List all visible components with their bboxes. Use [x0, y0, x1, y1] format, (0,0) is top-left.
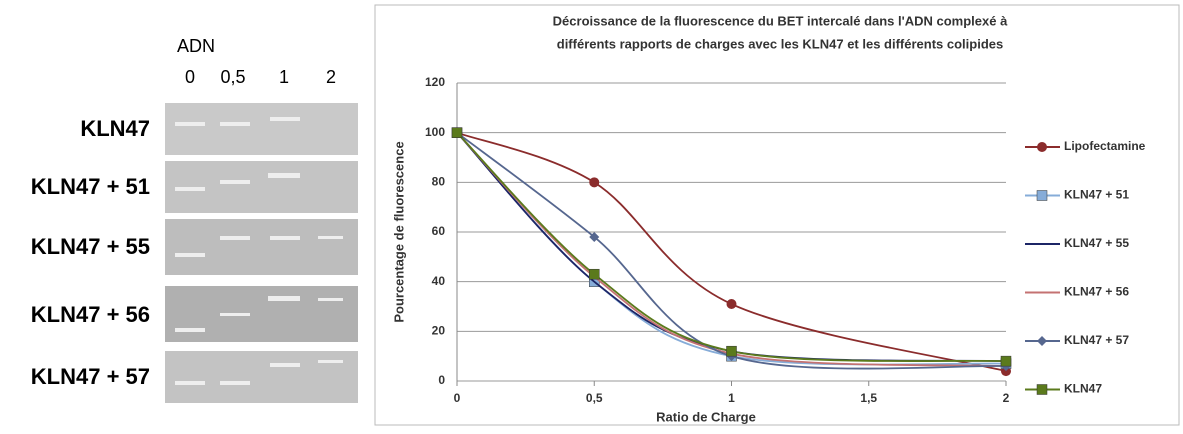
gel-column-label: 1: [279, 67, 289, 87]
legend-label: KLN47 + 56: [1064, 285, 1129, 299]
y-tick-label: 100: [425, 125, 445, 139]
y-axis-label: Pourcentage de fluorescence: [391, 141, 406, 322]
line: [456, 132, 1007, 363]
chart-title: Décroissance de la fluorescence du BET i…: [553, 13, 1008, 28]
point: [589, 231, 600, 242]
legend-marker: [1037, 142, 1047, 152]
point: [726, 299, 737, 310]
gel-row-label: KLN47: [80, 116, 150, 141]
gel-column-label: 0,5: [220, 67, 245, 87]
legend-marker: [1037, 336, 1047, 346]
x-tick-label: 2: [1003, 391, 1010, 405]
line: [456, 131, 1007, 372]
gel-strip: [165, 219, 358, 275]
y-tick-label: 80: [432, 175, 446, 189]
gel-bands: [175, 117, 343, 385]
gel-images: [165, 103, 358, 403]
legend-marker: [1036, 384, 1048, 395]
gel-row-label: KLN47 + 57: [31, 364, 150, 389]
gel-column-label: 0: [185, 67, 195, 87]
chart-frame: [374, 4, 1180, 426]
gel-row-label: KLN47 + 51: [31, 174, 150, 199]
line: [456, 132, 1007, 363]
chart-title: différents rapports de charges avec les …: [557, 36, 1004, 51]
y-tick-label: 40: [432, 274, 446, 288]
gel-row-label: KLN47 + 55: [31, 234, 150, 259]
y-tick-label: 0: [438, 373, 445, 387]
point: [589, 268, 600, 280]
x-tick-label: 1,5: [860, 391, 877, 405]
gel-strip: [165, 103, 358, 155]
legend-label: KLN47: [1064, 382, 1102, 396]
y-tick-label: 120: [425, 75, 445, 89]
legend-label: KLN47 + 55: [1064, 236, 1129, 250]
y-tick-label: 60: [432, 224, 446, 238]
x-tick-label: 1: [728, 391, 735, 405]
point: [1000, 355, 1012, 367]
gel-strip: [165, 351, 358, 403]
legend-label: KLN47 + 57: [1064, 333, 1129, 347]
point: [451, 127, 463, 138]
x-axis-label: Ratio de Charge: [656, 409, 756, 424]
x-tick-label: 0,5: [586, 391, 603, 405]
legend-label: KLN47 + 51: [1064, 188, 1129, 202]
legend-label: Lipofectamine: [1064, 139, 1146, 153]
line: [456, 131, 1007, 370]
gel-strip: [165, 286, 358, 342]
legend-marker: [1036, 190, 1048, 201]
point: [726, 345, 737, 357]
gel-column-title: ADN: [177, 36, 215, 56]
x-tick-label: 0: [454, 391, 461, 405]
gel-row-label: KLN47 + 56: [31, 302, 150, 327]
point: [589, 177, 600, 188]
y-tick-label: 20: [432, 324, 446, 338]
line: [456, 132, 1007, 366]
gel-column-label: 2: [326, 67, 336, 87]
